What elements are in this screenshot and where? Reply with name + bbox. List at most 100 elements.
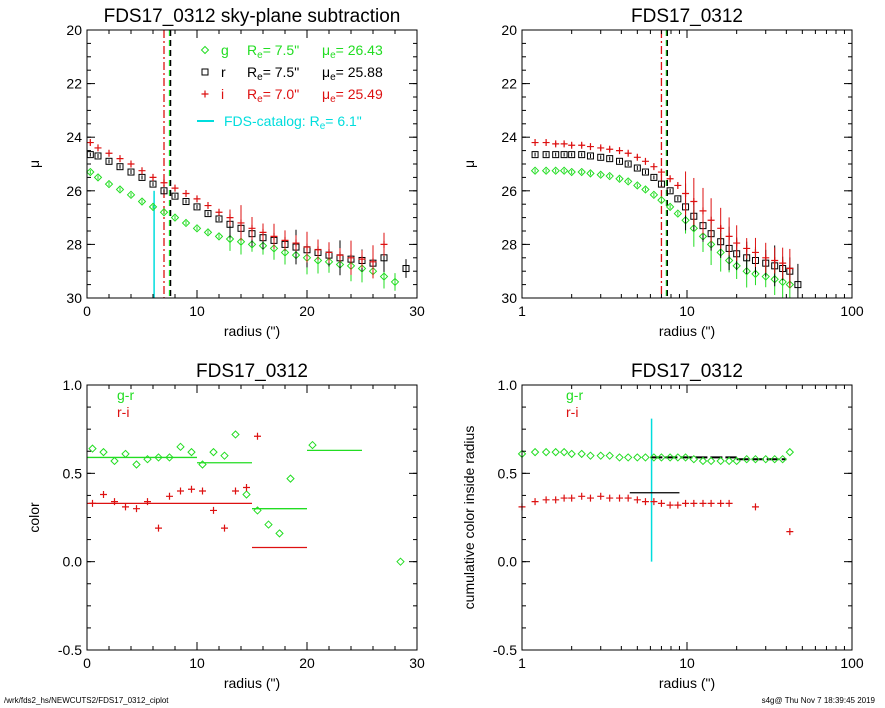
data-point xyxy=(281,236,289,244)
data-point xyxy=(666,187,674,195)
legend: g Re= 7.5" μe= 26.43 r Re= 7.5" μe= 25.88 i Re=… xyxy=(197,42,383,132)
y-tick-label: 24 xyxy=(501,129,517,145)
data-point xyxy=(181,218,191,228)
legend: g-rr-i xyxy=(566,387,583,420)
data-point xyxy=(633,496,641,504)
legend-mue: μe= 25.88 xyxy=(322,64,383,83)
data-point xyxy=(673,209,683,218)
plot-frame xyxy=(86,384,418,651)
data-point xyxy=(280,248,290,257)
series-g xyxy=(86,167,400,291)
y-tick-label: -0.5 xyxy=(58,642,82,658)
data-point xyxy=(89,499,96,507)
data-point xyxy=(182,198,190,206)
data-point xyxy=(121,449,130,459)
data-point xyxy=(578,492,586,500)
y-axis-label: μ xyxy=(26,160,42,168)
data-point xyxy=(770,454,779,464)
footer-timestamp: s4g@ Thu Nov 7 18:39:45 2019 xyxy=(761,696,875,705)
data-point xyxy=(761,454,770,464)
data-point xyxy=(616,147,624,155)
data-point xyxy=(559,447,569,457)
data-point xyxy=(201,90,209,98)
y-tick-label: 24 xyxy=(66,129,82,145)
data-point xyxy=(689,224,699,233)
series-g-r xyxy=(88,430,405,566)
data-point xyxy=(657,180,665,188)
data-point xyxy=(231,430,240,439)
data-point xyxy=(650,173,658,181)
x-axis-label: radius (") xyxy=(224,675,280,691)
data-point xyxy=(390,277,400,287)
data-point xyxy=(93,173,103,182)
data-point xyxy=(110,456,119,466)
data-point xyxy=(577,449,586,459)
legend-entry: r-i xyxy=(566,404,578,420)
legend-catalog: FDS-catalog: Re= 6.1" xyxy=(224,113,362,132)
data-point xyxy=(623,453,633,462)
data-point xyxy=(105,157,113,165)
x-tick-label: 0 xyxy=(83,303,91,319)
data-point xyxy=(396,557,405,566)
data-point xyxy=(650,498,658,506)
x-tick-label: 20 xyxy=(299,655,315,671)
data-point xyxy=(706,456,716,466)
data-point xyxy=(148,202,158,212)
data-point xyxy=(155,524,162,532)
data-point xyxy=(221,524,228,532)
data-point xyxy=(86,167,95,177)
data-point xyxy=(225,234,235,244)
data-point xyxy=(203,228,213,237)
y-tick-label: 26 xyxy=(501,183,517,199)
data-point xyxy=(751,454,760,464)
chart-title: FDS17_0312 xyxy=(631,361,743,382)
data-point xyxy=(116,155,124,163)
data-point xyxy=(122,503,129,511)
data-point xyxy=(649,453,659,462)
legend-entry: r-i xyxy=(117,404,129,420)
data-point xyxy=(541,447,551,457)
data-point xyxy=(115,185,125,194)
data-point xyxy=(357,264,367,273)
y-tick-label: 28 xyxy=(501,236,517,252)
series-r-i xyxy=(89,432,261,532)
data-point xyxy=(732,456,741,466)
data-point xyxy=(785,447,795,457)
data-point xyxy=(649,190,659,200)
data-point xyxy=(215,215,223,223)
legend-re: Re= 7.5" xyxy=(247,42,299,61)
data-point xyxy=(199,487,206,495)
data-point xyxy=(623,177,633,186)
data-point xyxy=(552,151,560,159)
legend: g-rr-i xyxy=(117,387,134,420)
data-point xyxy=(530,166,540,175)
data-point xyxy=(633,153,641,161)
data-point xyxy=(248,224,256,232)
data-point xyxy=(254,432,261,440)
data-point xyxy=(742,454,751,464)
x-tick-label: 10 xyxy=(679,303,695,319)
data-point xyxy=(762,254,770,262)
legend-entry: g-r xyxy=(566,387,583,403)
data-point xyxy=(531,151,539,159)
legend-entry: g-r xyxy=(117,387,134,403)
data-point xyxy=(269,244,279,253)
legend-re: Re= 7.0" xyxy=(247,86,299,105)
data-point xyxy=(751,248,759,256)
data-point xyxy=(170,213,180,222)
data-point xyxy=(586,169,595,178)
data-point xyxy=(542,139,550,147)
y-tick-label: 20 xyxy=(66,22,82,38)
legend-band: i xyxy=(221,86,224,102)
x-tick-label: 30 xyxy=(409,655,425,671)
data-point xyxy=(347,254,355,262)
data-point xyxy=(86,139,94,147)
x-tick-label: 10 xyxy=(189,303,205,319)
data-point xyxy=(707,216,715,224)
data-point xyxy=(530,447,540,457)
data-point xyxy=(743,244,751,252)
x-tick-label: 0 xyxy=(83,655,91,671)
data-point xyxy=(94,152,102,160)
y-axis-label: μ xyxy=(461,160,477,168)
